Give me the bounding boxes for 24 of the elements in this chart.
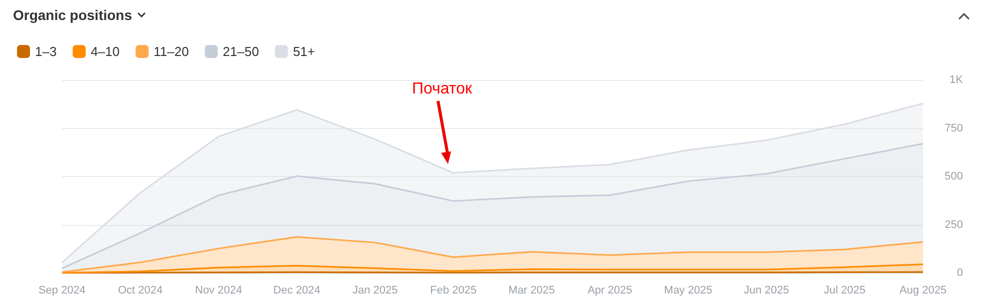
x-tick-label: May 2025 xyxy=(664,284,712,296)
x-tick-label: Mar 2025 xyxy=(508,284,555,296)
chart-title: Organic positions xyxy=(13,7,132,23)
legend-label: 11–20 xyxy=(154,44,189,59)
y-tick-label: 500 xyxy=(944,170,963,182)
x-tick-label: Oct 2024 xyxy=(118,284,163,296)
x-tick-label: Apr 2025 xyxy=(588,284,632,296)
y-tick-label: 0 xyxy=(956,267,963,279)
legend-label: 4–10 xyxy=(90,44,120,59)
x-tick-label: Jul 2025 xyxy=(824,284,866,296)
x-tick-label: Aug 2025 xyxy=(899,284,947,296)
y-tick-label: 1K xyxy=(950,74,964,86)
x-tick-label: Jun 2025 xyxy=(744,284,790,296)
x-tick-label: Dec 2024 xyxy=(273,284,320,296)
legend-label: 1–3 xyxy=(35,44,57,59)
x-tick-label: Jan 2025 xyxy=(352,284,398,296)
legend-label: 51+ xyxy=(292,44,316,59)
legend-label: 21–50 xyxy=(222,44,259,59)
annotation: Початок xyxy=(412,80,473,98)
x-tick-label: Sep 2024 xyxy=(38,284,86,296)
x-tick-label: Feb 2025 xyxy=(430,284,477,296)
y-tick-label: 250 xyxy=(944,218,963,231)
y-tick-label: 750 xyxy=(944,122,963,134)
x-tick-label: Nov 2024 xyxy=(195,284,242,296)
